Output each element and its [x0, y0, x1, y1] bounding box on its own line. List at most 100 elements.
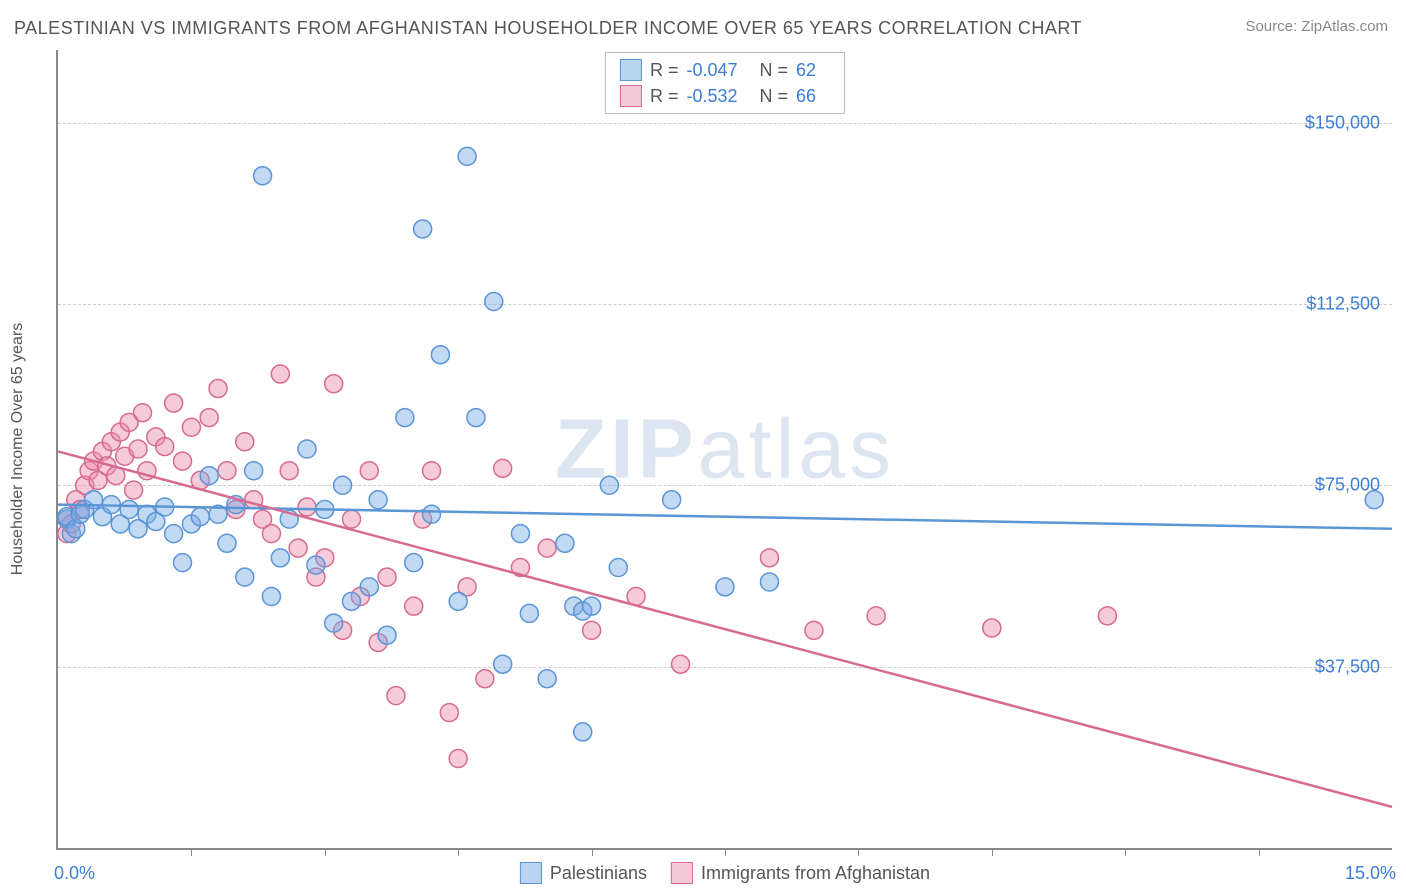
legend-label: Palestinians: [550, 863, 647, 884]
data-point: [405, 554, 423, 572]
data-point: [236, 433, 254, 451]
data-point: [200, 409, 218, 427]
data-point: [298, 440, 316, 458]
data-point: [245, 462, 263, 480]
correlation-chart: PALESTINIAN VS IMMIGRANTS FROM AFGHANIST…: [0, 0, 1406, 892]
x-tick: [458, 848, 459, 856]
data-point: [663, 491, 681, 509]
data-point: [583, 621, 601, 639]
data-point: [423, 505, 441, 523]
data-point: [262, 588, 280, 606]
data-point: [174, 452, 192, 470]
data-point: [1098, 607, 1116, 625]
x-tick: [325, 848, 326, 856]
data-point: [360, 578, 378, 596]
data-point: [387, 687, 405, 705]
data-point: [218, 462, 236, 480]
data-point: [538, 539, 556, 557]
data-point: [867, 607, 885, 625]
data-point: [485, 292, 503, 310]
data-point: [431, 346, 449, 364]
data-point: [440, 704, 458, 722]
data-point: [396, 409, 414, 427]
data-point: [165, 525, 183, 543]
data-point: [254, 167, 272, 185]
data-point: [716, 578, 734, 596]
data-point: [378, 626, 396, 644]
data-point: [467, 409, 485, 427]
data-point: [449, 750, 467, 768]
data-point: [369, 491, 387, 509]
x-tick: [1125, 848, 1126, 856]
data-point: [672, 655, 690, 673]
data-point: [182, 418, 200, 436]
data-point: [298, 498, 316, 516]
data-point: [805, 621, 823, 639]
data-point: [520, 604, 538, 622]
data-point: [458, 147, 476, 165]
swatch-icon: [520, 862, 542, 884]
x-tick: [858, 848, 859, 856]
data-point: [236, 568, 254, 586]
data-point: [289, 539, 307, 557]
source-attribution: Source: ZipAtlas.com: [1245, 18, 1388, 35]
data-point: [760, 573, 778, 591]
data-point: [538, 670, 556, 688]
data-point: [449, 592, 467, 610]
data-point: [280, 462, 298, 480]
x-tick: [992, 848, 993, 856]
legend-label: Immigrants from Afghanistan: [701, 863, 930, 884]
legend-item-series2: Immigrants from Afghanistan: [671, 862, 930, 884]
legend-item-series1: Palestinians: [520, 862, 647, 884]
series-legend: Palestinians Immigrants from Afghanistan: [520, 862, 930, 884]
data-point: [760, 549, 778, 567]
stats-row-series2: R = -0.532 N = 66: [620, 83, 830, 109]
stats-legend: R = -0.047 N = 62 R = -0.532 N = 66: [605, 52, 845, 114]
data-point: [609, 558, 627, 576]
swatch-icon: [671, 862, 693, 884]
data-point: [271, 549, 289, 567]
data-point: [414, 220, 432, 238]
trendline: [58, 451, 1392, 806]
data-point: [218, 534, 236, 552]
data-point: [574, 723, 592, 741]
stats-row-series1: R = -0.047 N = 62: [620, 57, 830, 83]
swatch-icon: [620, 85, 642, 107]
x-tick: [592, 848, 593, 856]
x-min-label: 0.0%: [54, 863, 95, 884]
data-point: [209, 380, 227, 398]
data-point: [583, 597, 601, 615]
data-point: [423, 462, 441, 480]
data-point: [191, 508, 209, 526]
data-point: [1365, 491, 1383, 509]
data-point: [307, 556, 325, 574]
x-tick: [725, 848, 726, 856]
data-point: [262, 525, 280, 543]
data-point: [494, 655, 512, 673]
x-tick: [191, 848, 192, 856]
data-point: [342, 592, 360, 610]
x-max-label: 15.0%: [1345, 863, 1396, 884]
data-point: [494, 459, 512, 477]
data-point: [342, 510, 360, 528]
data-point: [156, 438, 174, 456]
data-point: [133, 404, 151, 422]
data-point: [378, 568, 396, 586]
data-point: [476, 670, 494, 688]
data-point: [556, 534, 574, 552]
data-point: [334, 476, 352, 494]
data-point: [360, 462, 378, 480]
data-point: [200, 467, 218, 485]
data-point: [983, 619, 1001, 637]
data-point: [325, 375, 343, 393]
chart-title: PALESTINIAN VS IMMIGRANTS FROM AFGHANIST…: [14, 18, 1082, 39]
swatch-icon: [620, 59, 642, 81]
data-point: [325, 614, 343, 632]
y-axis-title: Householder Income Over 65 years: [9, 323, 27, 576]
data-point: [165, 394, 183, 412]
data-point: [174, 554, 192, 572]
data-point: [129, 440, 147, 458]
data-point: [511, 525, 529, 543]
data-point: [405, 597, 423, 615]
data-point: [120, 500, 138, 518]
